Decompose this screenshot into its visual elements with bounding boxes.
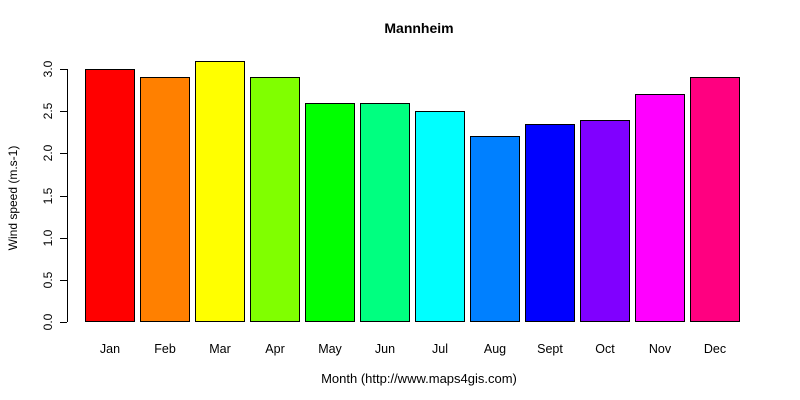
bar-dec xyxy=(690,77,740,322)
bar-jan xyxy=(85,69,135,322)
bar-sept xyxy=(525,124,575,322)
x-axis-label: Month (http://www.maps4gis.com) xyxy=(321,371,517,386)
x-tick-label-jan: Jan xyxy=(99,342,121,356)
x-tick-label-jul: Jul xyxy=(432,342,448,356)
bar-aug xyxy=(470,136,520,322)
x-tick-label-nov: Nov xyxy=(648,342,672,356)
y-axis-tick xyxy=(60,196,67,197)
bar-jun xyxy=(360,103,410,322)
x-tick-label-jun: Jun xyxy=(374,342,396,356)
x-tick-label-sept: Sept xyxy=(537,342,563,356)
y-axis-tick xyxy=(60,153,67,154)
y-axis-line xyxy=(67,69,68,322)
y-axis-tick xyxy=(60,238,67,239)
y-tick-label: 1.5 xyxy=(41,187,55,205)
bar-oct xyxy=(580,120,630,322)
y-axis-tick xyxy=(60,111,67,112)
y-tick-label: 2.5 xyxy=(41,102,55,120)
y-tick-label: 1.0 xyxy=(41,229,55,247)
bar-apr xyxy=(250,77,300,322)
x-tick-label-mar: Mar xyxy=(209,342,231,356)
y-axis-tick xyxy=(60,322,67,323)
x-tick-label-dec: Dec xyxy=(703,342,727,356)
bar-jul xyxy=(415,111,465,322)
x-tick-label-may: May xyxy=(318,342,342,356)
x-tick-label-aug: Aug xyxy=(483,342,507,356)
y-axis-label: Wind speed (m.s-1) xyxy=(6,145,20,251)
bar-mar xyxy=(195,61,245,322)
y-tick-label: 0.0 xyxy=(41,313,55,331)
bar-nov xyxy=(635,94,685,322)
y-tick-label: 3.0 xyxy=(41,60,55,78)
chart-title: Mannheim xyxy=(384,20,454,36)
y-axis-tick xyxy=(60,69,67,70)
x-tick-label-apr: Apr xyxy=(265,342,285,356)
y-tick-label: 2.0 xyxy=(41,144,55,162)
x-tick-label-oct: Oct xyxy=(595,342,615,356)
x-tick-label-feb: Feb xyxy=(154,342,176,356)
bar-feb xyxy=(140,77,190,322)
y-axis-tick xyxy=(60,280,67,281)
y-tick-label: 0.5 xyxy=(41,271,55,289)
bar-may xyxy=(305,103,355,322)
